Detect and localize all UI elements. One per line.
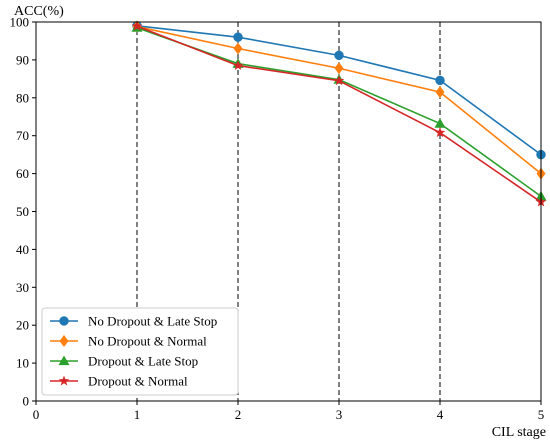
axes: 0 10 20 30 40 50 60 70 80 90 100 0 1 2 3 4 5 [10, 15, 545, 423]
legend-entry-1: No Dropout & Late Stop [50, 314, 217, 329]
y-tick-label-30: 30 [16, 280, 29, 295]
data-point-2-4 [435, 86, 445, 99]
legend-entry-2: No Dropout & Normal [50, 334, 207, 349]
legend-marker-3 [58, 355, 70, 366]
data-point-4-1 [131, 20, 143, 31]
legend-marker-1 [59, 316, 69, 326]
y-tick-label-40: 40 [16, 242, 29, 257]
data-point-4-2 [232, 60, 244, 71]
x-tick-label-2: 2 [235, 407, 242, 422]
y-tick-label-20: 20 [16, 318, 29, 333]
data-point-3-4 [434, 118, 446, 128]
legend-label-3: Dropout & Late Stop [88, 354, 198, 369]
legend-box [41, 307, 239, 396]
y-tick-label-0: 0 [23, 394, 30, 409]
series-group [131, 20, 547, 207]
y-axis-label: ACC(%) [14, 4, 64, 19]
y-tick-label-90: 90 [16, 52, 29, 67]
x-tick-label-4: 4 [437, 407, 444, 422]
data-point-1-3 [334, 50, 344, 61]
legend-label-2: No Dropout & Normal [88, 334, 207, 349]
y-tick-label-80: 80 [16, 90, 29, 105]
x-axis-label: CIL stage [492, 425, 546, 440]
legend-entry-3: Dropout & Late Stop [50, 354, 198, 369]
data-point-4-4 [434, 127, 446, 138]
legend-entry-4: Dropout & Normal [50, 374, 188, 389]
y-tick-label-100: 100 [10, 15, 30, 30]
x-tick-label-0: 0 [33, 407, 40, 422]
y-tick-label-70: 70 [16, 128, 29, 143]
y-tick-label-10: 10 [16, 356, 29, 371]
y-tick-label-50: 50 [16, 204, 29, 219]
legend-marker-4 [58, 375, 70, 386]
legend-marker-2 [59, 335, 69, 347]
data-point-4-3 [333, 75, 345, 86]
legend-label-1: No Dropout & Late Stop [88, 314, 217, 329]
x-tick-label-5: 5 [538, 407, 545, 422]
data-point-2-3 [334, 62, 344, 75]
x-tick-label-1: 1 [134, 407, 141, 422]
y-tick-label-60: 60 [16, 166, 29, 181]
legend: No Dropout & Late Stop No Dropout & Norma… [41, 307, 239, 396]
x-tick-label-3: 3 [336, 407, 343, 422]
data-point-1-2 [233, 32, 243, 42]
data-point-2-2 [233, 42, 243, 55]
legend-label-4: Dropout & Normal [88, 374, 188, 389]
data-point-1-4 [435, 75, 445, 86]
